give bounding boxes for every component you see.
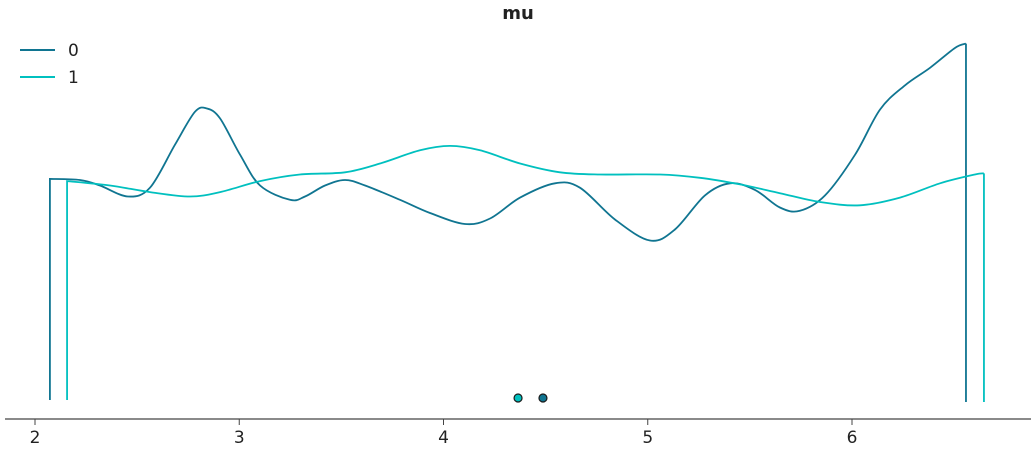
chart-title: mu — [502, 3, 534, 24]
plot-area — [49, 42, 985, 403]
x-axis-ticks: 2 3 4 5 6 — [30, 419, 858, 448]
density-line-1 — [66, 144, 985, 400]
density-line-0 — [49, 42, 967, 400]
legend-entry-0: 0 — [20, 41, 79, 61]
legend-entry-1: 1 — [20, 68, 79, 88]
x-tick-label: 3 — [234, 428, 245, 448]
point-estimate-0 — [538, 393, 548, 403]
x-tick-label: 2 — [30, 428, 41, 448]
legend-label-1: 1 — [68, 68, 79, 88]
x-tick-label: 4 — [438, 428, 449, 448]
point-estimate-1 — [513, 393, 523, 403]
legend-label-0: 0 — [68, 41, 79, 61]
legend: 0 1 — [20, 41, 79, 88]
x-tick-label: 6 — [847, 428, 858, 448]
x-tick-label: 5 — [642, 428, 653, 448]
